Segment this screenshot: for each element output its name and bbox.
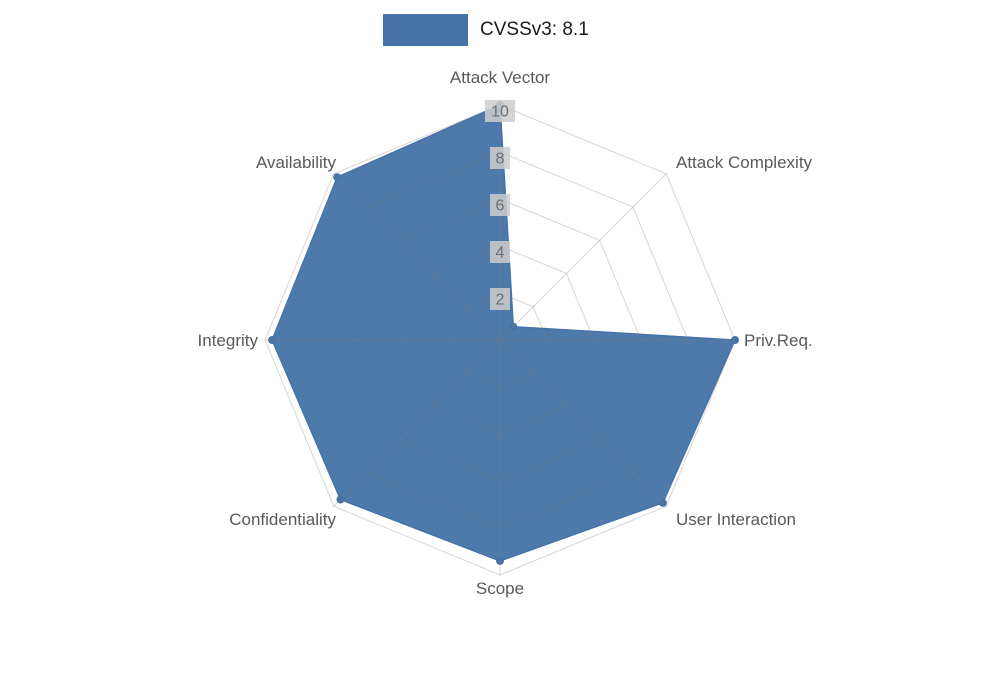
axis-label-confidentiality: Confidentiality <box>229 510 336 529</box>
axis-label-availability: Availability <box>256 153 337 172</box>
data-point-marker <box>333 173 342 182</box>
legend[interactable]: CVSSv3: 8.1 <box>383 14 589 46</box>
axis-label-integrity: Integrity <box>198 331 259 350</box>
grid-spoke <box>333 173 501 341</box>
grid-ring <box>405 245 595 435</box>
grid-ring <box>452 292 548 388</box>
data-point-marker <box>336 495 345 504</box>
grid-spoke <box>499 173 667 341</box>
data-point-marker <box>509 322 518 331</box>
tick-label-bg <box>490 241 510 263</box>
data-point-marker <box>731 336 739 344</box>
grid-spoke <box>333 339 501 507</box>
data-point-marker <box>658 498 667 507</box>
tick-label-bg <box>490 288 510 310</box>
tick-label: 2 <box>496 292 505 309</box>
tick-label-bg <box>485 100 515 122</box>
legend-swatch <box>383 14 468 46</box>
grid-ring <box>264 104 736 576</box>
tick-label-bg <box>490 194 510 216</box>
grid-ring <box>311 151 689 529</box>
grid-ring <box>358 198 642 482</box>
axis-label-user-interaction: User Interaction <box>676 510 796 529</box>
data-point-marker <box>268 336 277 344</box>
tick-label: 8 <box>496 151 505 168</box>
axis-label-scope: Scope <box>476 579 524 598</box>
legend-label: CVSSv3: 8.1 <box>480 19 589 40</box>
grid-spoke <box>499 339 667 507</box>
data-point-marker <box>496 556 504 565</box>
axis-label-attack-vector: Attack Vector <box>450 68 550 87</box>
axis-label-attack-complexity: Attack Complexity <box>676 153 813 172</box>
tick-label-bg <box>490 147 510 169</box>
tick-label: 10 <box>491 104 509 121</box>
axis-label-priv-req-: Priv.Req. <box>744 331 813 350</box>
tick-label: 6 <box>496 198 505 215</box>
tick-label: 4 <box>496 245 505 262</box>
